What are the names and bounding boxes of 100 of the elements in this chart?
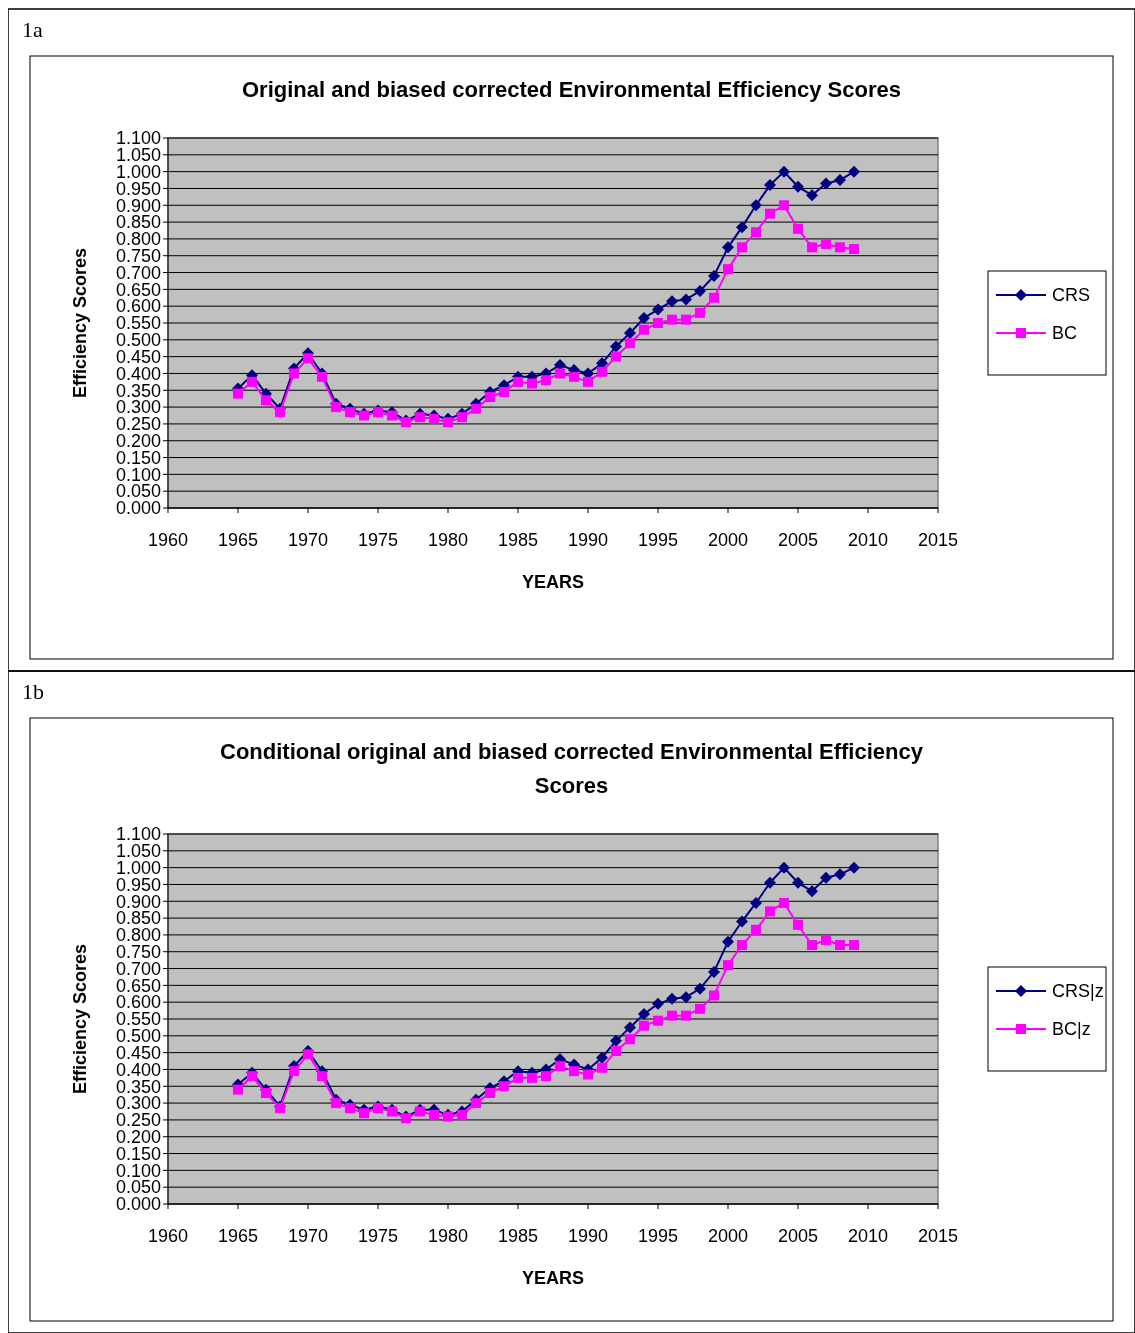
point <box>779 897 789 908</box>
point <box>289 368 299 379</box>
point <box>471 1098 481 1109</box>
chart-title: Original and biased corrected Environmental Efficiency Scores <box>242 77 901 102</box>
point <box>778 861 790 874</box>
x-tick-label: 2000 <box>707 1226 749 1246</box>
legend-label: CRS|z <box>1052 981 1104 1002</box>
x-tick-label: 2005 <box>777 1226 819 1246</box>
point <box>666 295 678 308</box>
point <box>527 1072 537 1083</box>
text: 1a <box>22 17 43 42</box>
x-axis-title: YEARS <box>521 572 585 592</box>
point <box>709 292 719 303</box>
x-tick-label: 1960 <box>147 1226 189 1246</box>
point <box>457 412 467 423</box>
point <box>849 940 859 950</box>
point <box>541 375 551 386</box>
x-tick-label: 1980 <box>427 530 469 550</box>
point <box>764 876 776 889</box>
point <box>610 1034 622 1047</box>
point <box>820 871 832 884</box>
point <box>680 991 692 1004</box>
point <box>694 285 706 298</box>
x-tick-label: 1985 <box>497 1226 539 1246</box>
point <box>820 177 832 190</box>
point <box>737 940 747 950</box>
point <box>652 303 664 316</box>
point <box>834 868 846 881</box>
x-tick-label: 1960 <box>147 530 189 550</box>
point <box>849 244 859 254</box>
point <box>624 327 636 340</box>
point <box>303 1049 313 1060</box>
x-tick-label: 1980 <box>427 1226 469 1246</box>
point <box>471 403 481 414</box>
point <box>485 1088 495 1098</box>
point <box>247 1071 257 1082</box>
point <box>708 965 720 978</box>
point <box>750 199 762 212</box>
point <box>666 992 678 1005</box>
x-tick-label: 2005 <box>777 530 819 550</box>
point <box>611 351 621 362</box>
point <box>709 990 719 1001</box>
x-tick-label: 1985 <box>497 530 539 550</box>
point <box>653 318 663 328</box>
point <box>289 1066 299 1077</box>
point <box>680 293 692 306</box>
point <box>737 242 747 253</box>
point <box>359 1108 369 1119</box>
point <box>835 242 845 253</box>
point <box>345 1103 355 1114</box>
point <box>778 165 790 178</box>
point <box>583 376 593 387</box>
point <box>751 227 761 238</box>
point <box>806 885 818 898</box>
point <box>345 407 355 418</box>
point <box>792 180 804 193</box>
x-tick-label: 1990 <box>567 530 609 550</box>
point <box>597 366 607 377</box>
legend-label: BC|z <box>1052 1019 1091 1040</box>
point <box>527 378 537 389</box>
point <box>722 935 734 948</box>
point <box>597 1062 607 1073</box>
point <box>639 1020 649 1031</box>
point <box>694 982 706 995</box>
point <box>792 876 804 889</box>
point <box>499 1081 509 1092</box>
point <box>793 223 803 234</box>
point <box>317 371 327 382</box>
point <box>835 940 845 950</box>
point <box>555 368 565 379</box>
legend-label: CRS <box>1052 285 1091 306</box>
point <box>247 376 257 387</box>
point <box>596 1051 608 1064</box>
point <box>765 208 775 219</box>
x-tick-label: 1965 <box>217 530 259 550</box>
point <box>667 314 677 325</box>
point <box>723 960 733 971</box>
point <box>499 386 509 397</box>
x-tick-label: 1965 <box>217 1226 259 1246</box>
point <box>569 1066 579 1077</box>
point <box>750 896 762 909</box>
point <box>625 1034 635 1045</box>
point <box>681 314 691 325</box>
x-tick-label: 1995 <box>637 530 679 550</box>
x-tick-label: 2010 <box>847 530 889 550</box>
point <box>736 221 748 234</box>
point <box>387 410 397 421</box>
point <box>695 307 705 318</box>
point <box>541 1071 551 1082</box>
point <box>667 1010 677 1021</box>
point <box>806 189 818 202</box>
point <box>848 165 860 178</box>
point <box>610 340 622 353</box>
point <box>331 402 341 413</box>
point <box>848 861 860 874</box>
point <box>625 338 635 349</box>
point <box>303 353 313 364</box>
point <box>261 1088 271 1098</box>
point <box>723 264 733 275</box>
point <box>331 1098 341 1109</box>
